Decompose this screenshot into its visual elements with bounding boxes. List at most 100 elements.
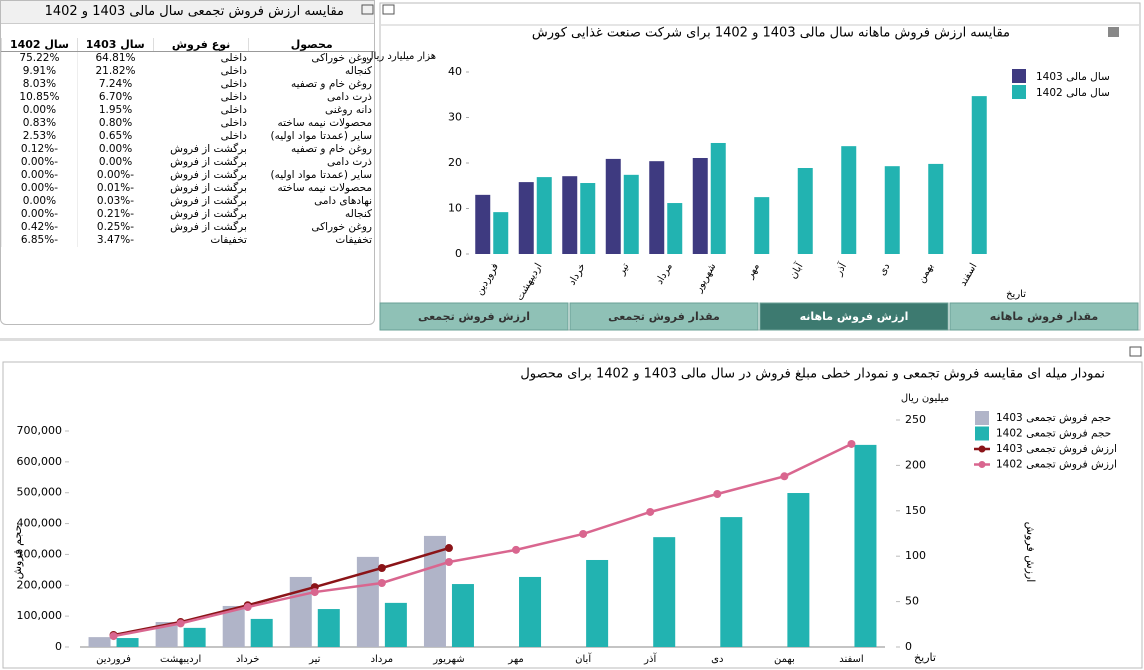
- point: [780, 472, 789, 481]
- bar: [854, 444, 877, 647]
- table: محصول نوع فروش سال 1403 سال 1402 روغن خوراکی…: [1, 38, 374, 247]
- y2-tick-label: 250: [905, 413, 926, 426]
- cell: -6.85%: [1, 234, 78, 247]
- cell: -0.00%: [1, 182, 78, 195]
- cell: 0.00%: [76, 156, 154, 169]
- cell: 75.22%: [1, 51, 78, 65]
- cell: روغن خوراکی: [311, 52, 372, 64]
- table-row: کنجاله برگشت از فروش -0.21% -0.00%: [1, 208, 375, 221]
- cell: 21.82%: [76, 65, 154, 78]
- y2-tick-label: 100: [905, 549, 926, 562]
- cell: برگشت از فروش: [170, 208, 247, 220]
- x-tick-label: مهر: [507, 654, 523, 665]
- bar: [88, 637, 111, 647]
- y-tick-label: 200,000: [17, 578, 63, 591]
- point: [243, 603, 252, 612]
- panel-title: مقایسه ارزش فروش ماهانه سال مالی 1403 و …: [532, 26, 1010, 41]
- tab[interactable]: [759, 302, 949, 331]
- y-tick-label: 10: [448, 202, 462, 215]
- x-tick-label: اسفند: [839, 654, 863, 665]
- legend-swatch: [978, 461, 986, 468]
- legend-label: سال مالی 1402: [1036, 87, 1110, 99]
- point: [512, 545, 521, 554]
- bar: [317, 609, 340, 647]
- cell: داخلی: [220, 78, 247, 90]
- x-tick-label: خرداد: [236, 654, 259, 665]
- tab-label: مقدار فروش ماهانه: [990, 310, 1098, 323]
- point: [377, 564, 386, 573]
- cell: 0.00%: [1, 195, 78, 208]
- y2-axis-label: ارزش فروش: [1024, 522, 1037, 583]
- bar: [475, 194, 491, 254]
- line: [113, 442, 853, 638]
- bar: [155, 622, 178, 647]
- column-header: سال 1402: [1, 38, 78, 52]
- bar: [692, 157, 708, 254]
- table-row: دانه روغنی داخلی 1.95% 0.00%: [1, 104, 375, 117]
- bar: [787, 493, 810, 647]
- cell: تخفیفات: [335, 234, 372, 246]
- x-tick-label: مهر: [744, 262, 762, 282]
- point: [713, 490, 722, 499]
- x-tick-label: مرداد: [654, 262, 675, 287]
- cell: 2.53%: [1, 130, 78, 143]
- bar: [754, 197, 770, 254]
- tab[interactable]: [379, 302, 569, 331]
- cell: -0.00%: [1, 208, 78, 221]
- cell: داخلی: [220, 117, 247, 129]
- table-row: نهادهای دامی برگشت از فروش -0.03% 0.00%: [1, 195, 375, 208]
- point: [444, 558, 453, 567]
- tab[interactable]: [569, 302, 759, 331]
- bar: [605, 158, 621, 254]
- y2-tick-label: 50: [905, 595, 919, 608]
- x-tick-label: دی: [711, 654, 723, 665]
- cell: -0.03%: [76, 195, 154, 208]
- column-header: نوع فروش: [152, 38, 249, 52]
- point: [847, 439, 856, 448]
- cell: 10.85%: [1, 91, 78, 104]
- panel: [379, 2, 1141, 331]
- bar: [649, 161, 665, 254]
- icon: [1129, 346, 1142, 357]
- cell: 6.70%: [76, 91, 154, 104]
- y-tick-label: 400,000: [17, 517, 63, 530]
- legend-swatch: [978, 445, 986, 453]
- cell: کنجاله: [345, 65, 372, 77]
- bar: [116, 638, 139, 647]
- cell: داخلی: [220, 52, 247, 64]
- cell: 0.80%: [76, 117, 154, 130]
- point: [579, 529, 588, 538]
- bar: [356, 556, 379, 647]
- table-row: سایر (عمدتا مواد اولیه) برگشت از فروش -0.0…: [1, 169, 375, 182]
- cell: داخلی: [220, 104, 247, 116]
- x-tick-label: بهمن: [916, 262, 936, 286]
- y-tick-label: 40: [448, 65, 462, 78]
- cell: 7.24%: [76, 78, 154, 91]
- cell: داخلی: [220, 130, 247, 142]
- x-tick-label: شهریور: [432, 654, 464, 665]
- tab[interactable]: [949, 302, 1139, 331]
- cell: -0.00%: [1, 169, 78, 182]
- x-tick-label: تیر: [616, 261, 632, 277]
- cell: سایر (عمدتا مواد اولیه): [270, 130, 372, 142]
- cell: 0.83%: [1, 117, 78, 130]
- cell: 0.00%: [76, 143, 154, 156]
- point: [310, 583, 319, 592]
- bar: [536, 177, 552, 254]
- point: [176, 619, 185, 628]
- cell: سایر (عمدتا مواد اولیه): [270, 169, 372, 181]
- bar: [971, 96, 987, 255]
- legend-label: سال مالی 1403: [1036, 71, 1110, 83]
- cell: 8.03%: [1, 78, 78, 91]
- cell: برگشت از فروش: [170, 221, 247, 233]
- y2-tick-label: 150: [905, 504, 926, 517]
- title-rule: [381, 24, 1139, 26]
- x-tick-label: اردیبهشت: [514, 262, 544, 303]
- icon: [1113, 367, 1124, 377]
- icon: [382, 4, 395, 15]
- table-row: محصولات نیمه ساخته برگشت از فروش -0.01% -0.…: [1, 182, 375, 195]
- y2-unit: میلیون ریال: [901, 393, 949, 404]
- bar: [222, 605, 245, 647]
- x-axis-label: تاریخ: [1006, 289, 1026, 300]
- legend-label: ارزش فروش تجمعی 1403: [996, 443, 1117, 455]
